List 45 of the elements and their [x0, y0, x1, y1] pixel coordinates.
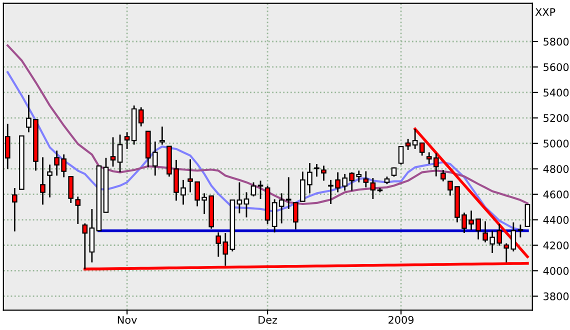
candlestick — [244, 192, 250, 218]
candlestick — [292, 201, 298, 230]
candlestick — [321, 164, 326, 182]
candlestick — [12, 187, 18, 232]
candlestick — [75, 196, 81, 225]
y-tick-label: 5000 — [544, 140, 569, 148]
candlestick — [314, 163, 320, 178]
y-tick-label: 4200 — [543, 241, 569, 250]
candlestick — [138, 106, 144, 128]
candlestick — [272, 198, 278, 234]
candlestick — [524, 204, 530, 227]
x-tick-label: Dez — [258, 316, 278, 324]
candlestick — [89, 208, 95, 264]
y-tick-label: 5800 — [544, 38, 569, 46]
y-tick-label: 3800 — [544, 292, 569, 300]
candlestick — [124, 132, 130, 150]
candlestick — [47, 164, 52, 198]
candlestick — [40, 156, 46, 206]
candlestick — [440, 169, 446, 182]
x-tick-label: 2009 — [388, 316, 414, 324]
candlestick — [412, 128, 418, 150]
candlestick — [250, 182, 256, 198]
candlestick — [419, 142, 425, 156]
candlestick — [68, 176, 74, 204]
candlestick — [160, 126, 165, 146]
x-tick-label: Nov — [118, 316, 137, 324]
candlestick — [110, 136, 116, 168]
candlestick — [370, 177, 376, 200]
y-tick-label: 5200 — [544, 114, 569, 122]
candlestick — [518, 224, 524, 238]
y-tick-label: 4000 — [543, 266, 569, 275]
candlestick — [258, 180, 264, 200]
candlestick — [510, 222, 516, 252]
y-tick-label: 5400 — [544, 88, 569, 97]
candlestick — [363, 170, 369, 188]
y-tick-label: 4400 — [543, 216, 569, 224]
candlestick — [398, 146, 404, 166]
y-tick-label: 4800 — [543, 165, 569, 173]
y-tick-label: 4600 — [543, 190, 569, 198]
y-axis-title: XXP — [535, 8, 556, 16]
line-series — [414, 128, 529, 258]
y-tick-label: 5600 — [544, 63, 569, 72]
candlestick — [117, 134, 123, 173]
candlestick — [236, 182, 242, 214]
candlestick — [405, 138, 411, 151]
